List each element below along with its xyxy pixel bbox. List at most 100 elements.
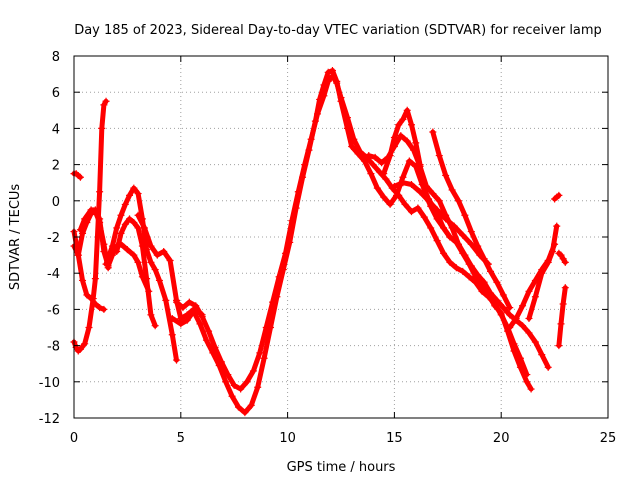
y-axis-label: SDTVAR / TECUs <box>8 184 23 291</box>
data-point <box>256 349 264 357</box>
data-point <box>294 188 302 196</box>
data-point <box>429 190 437 198</box>
data-point <box>190 307 198 315</box>
data-point <box>538 269 546 277</box>
series-arc-18 <box>555 284 569 350</box>
data-point <box>487 289 495 297</box>
data-point <box>499 291 507 299</box>
data-point <box>516 354 524 362</box>
data-point <box>467 240 475 248</box>
data-point <box>247 401 255 409</box>
data-point <box>96 304 104 312</box>
data-point <box>446 233 454 241</box>
data-point <box>123 246 131 254</box>
data-point <box>134 224 142 232</box>
series-arc-7 <box>113 215 159 330</box>
data-point <box>234 403 242 411</box>
x-tick-label: 15 <box>386 431 403 446</box>
data-point <box>440 224 448 232</box>
x-axis-label: GPS time / hours <box>287 460 396 475</box>
series-arc-16 <box>525 222 561 322</box>
series-arc-10 <box>173 72 531 393</box>
data-point <box>544 363 552 371</box>
data-point <box>401 200 409 208</box>
data-point <box>531 293 539 301</box>
y-tick-label: -12 <box>39 412 60 427</box>
data-point <box>527 385 535 393</box>
data-point <box>510 340 518 348</box>
data-point <box>147 311 155 319</box>
data-point <box>519 322 527 330</box>
data-point <box>557 251 565 259</box>
data-point <box>395 121 403 129</box>
data-point <box>281 249 289 257</box>
data-point <box>429 128 437 136</box>
data-point <box>435 152 443 160</box>
data-point <box>512 314 520 322</box>
data-point <box>544 258 552 266</box>
x-tick-label: 25 <box>600 431 617 446</box>
data-point <box>350 135 358 143</box>
data-point <box>275 273 283 281</box>
data-point <box>262 324 270 331</box>
data-point <box>446 258 454 266</box>
data-point <box>117 229 125 237</box>
data-point <box>369 161 377 169</box>
data-point <box>454 197 462 205</box>
data-point <box>130 251 138 259</box>
data-point <box>467 228 475 236</box>
data-point <box>467 262 475 270</box>
data-point <box>454 240 462 248</box>
data-point <box>497 311 505 319</box>
data-point <box>403 106 411 114</box>
data-point <box>117 211 125 219</box>
data-point <box>198 313 206 321</box>
data-point <box>538 351 546 359</box>
x-tick-label: 20 <box>493 431 510 446</box>
data-point <box>395 191 403 199</box>
data-point <box>367 170 375 178</box>
data-point <box>380 193 388 201</box>
data-point <box>459 267 467 275</box>
data-point <box>177 320 185 328</box>
data-point <box>405 157 413 165</box>
data-point <box>241 409 249 417</box>
data-point <box>328 72 336 80</box>
series-arc-17 <box>551 191 563 203</box>
data-point <box>228 392 236 400</box>
data-point <box>480 255 488 263</box>
data-point <box>407 121 415 129</box>
data-point <box>442 171 450 179</box>
data-point <box>202 336 210 344</box>
data-point <box>143 275 151 283</box>
data-point <box>100 305 108 313</box>
data-point <box>427 224 435 232</box>
data-point <box>399 115 407 123</box>
data-point <box>474 242 482 250</box>
data-point <box>126 215 134 223</box>
data-point <box>561 258 569 266</box>
data-point <box>192 302 200 310</box>
data-point <box>382 175 390 183</box>
data-point <box>425 197 433 205</box>
data-point <box>102 97 110 105</box>
y-tick-label: 4 <box>52 122 60 137</box>
data-point <box>435 197 443 205</box>
data-point <box>506 324 514 331</box>
data-point <box>407 181 415 189</box>
x-tick-label: 0 <box>70 431 78 446</box>
data-point <box>138 242 146 250</box>
y-tick-label: -8 <box>47 340 60 355</box>
data-point <box>134 258 142 266</box>
series-arc-1 <box>70 170 84 181</box>
data-point <box>130 219 138 227</box>
data-point <box>151 322 159 330</box>
data-point <box>173 298 181 306</box>
data-point <box>224 371 232 379</box>
data-point <box>230 381 238 389</box>
data-point <box>324 77 332 85</box>
data-point <box>147 242 155 250</box>
data-point <box>185 298 193 306</box>
data-point <box>183 316 191 324</box>
